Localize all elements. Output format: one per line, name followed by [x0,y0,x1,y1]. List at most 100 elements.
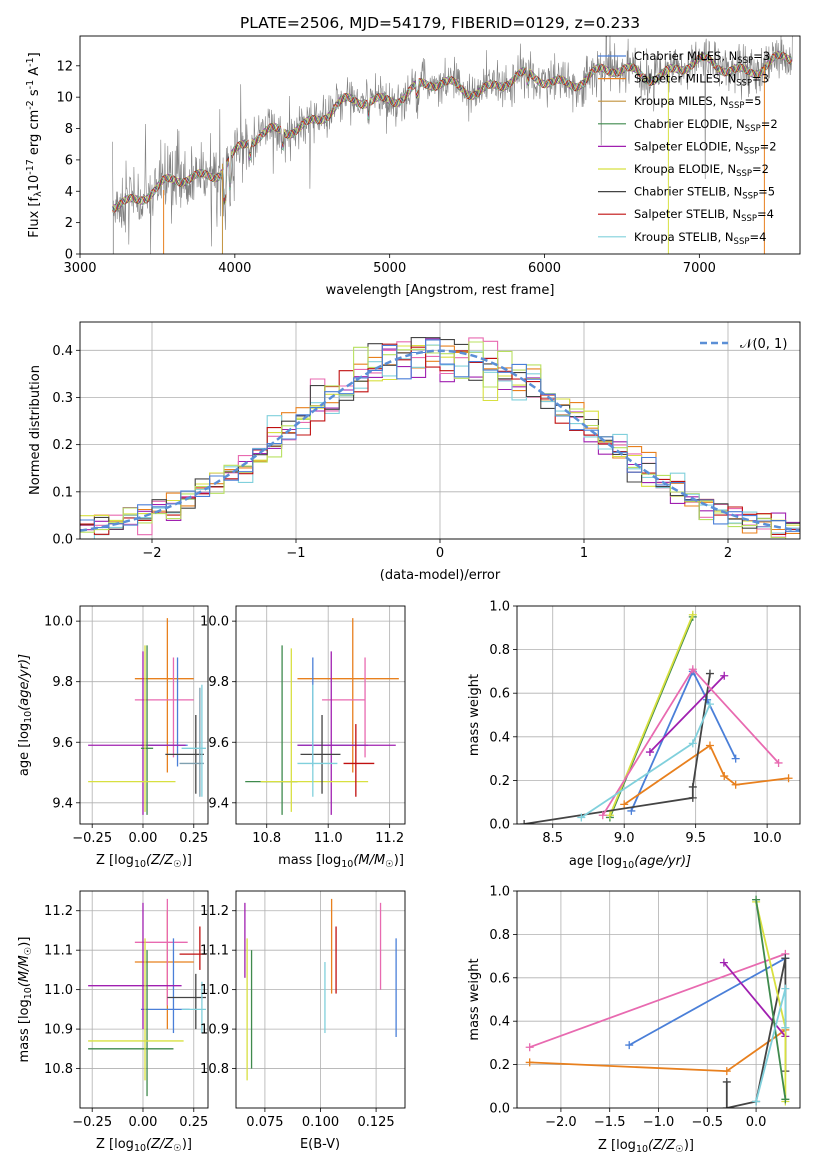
x-axis-label-part: (Z/Z [648,1138,676,1153]
legend-nssp: =4 [757,207,774,221]
y-axis-label-part: s [27,89,42,100]
y-tick-label: 8 [65,122,73,137]
y-tick-label: 0.6 [489,971,510,986]
plus-marker [731,754,740,763]
y-tick-label: 0.0 [489,818,510,833]
y-axis-label-part: )] [17,937,32,947]
x-axis-label-part: 10 [134,859,146,870]
plus-marker [620,800,629,809]
mass-weight-series [623,744,789,806]
y-tick-label: 2 [65,216,73,231]
plus-marker [525,1043,534,1052]
plus-marker [688,782,697,791]
axes-frame [79,890,209,1109]
y-axis-label-part: A [27,67,42,80]
legend-sub: SSP [737,56,753,66]
x-axis-label-part: 10 [622,860,634,871]
y-axis-label-part: ] [27,52,42,57]
plus-marker [722,1077,731,1086]
model-fit-salpeter-stelib [112,51,792,213]
legend-name: Salpeter ELODIE, N [634,139,744,153]
mass-weight-series [755,899,787,1100]
plus-marker [752,895,761,904]
plus-marker [752,1097,761,1106]
x-axis-label-part: ☉ [675,1144,684,1155]
legend-nssp: =2 [752,162,769,176]
legend-label: Chabrier STELIB, NSSP=5 [634,185,775,202]
x-tick-label: 5000 [373,261,406,276]
y-axis-label-part: 10 [23,987,34,999]
x-axis-label: E(B-V) [300,1137,340,1152]
mass-weight-series [628,957,786,1046]
x-tick-label: 11.2 [375,831,404,846]
legend-label: Kroupa ELODIE, NSSP=2 [634,162,769,179]
plus-marker [781,954,790,963]
x-axis-label-part: (Z/Z [146,853,174,868]
plot-area [245,618,399,815]
y-tick-label: 11.1 [200,944,229,959]
legend-sub: SSP [742,192,758,202]
plus-marker [525,1058,534,1067]
legend-sub: SSP [736,79,752,89]
x-axis-label: mass [log10(M/M☉)] [278,853,404,870]
x-axis-label: Z [log10(Z/Z☉)] [598,1138,694,1155]
legend-name: Salpeter MILES, N [634,72,736,86]
y-axis-label: Flux [fλ10-17 erg cm-2 s-1 A-1] [25,52,44,237]
y-axis-label: mass weight [467,958,482,1040]
legend-nssp: =2 [761,117,778,131]
legend-nssp: =2 [760,139,777,153]
y-axis-label-part: Flux [f [27,196,42,237]
plus-marker [598,811,607,820]
y-tick-label: 10.0 [44,615,73,630]
x-tick-label: 0.25 [179,831,208,846]
y-tick-label: 0.6 [489,687,510,702]
x-tick-label: 9.0 [614,831,635,846]
x-axis-label-part: Z [log [96,853,134,868]
x-tick-label: −0.25 [72,1115,112,1130]
y-tick-label: 0.2 [52,438,73,453]
model-fit-kroupa-elodie [112,51,792,211]
x-axis-label-part: 10 [341,859,353,870]
axes-frame [79,321,801,540]
plus-marker [705,669,714,678]
axes-frame [516,890,801,1109]
plus-marker [719,958,728,967]
x-tick-label: −1 [286,546,305,561]
x-axis-label-part: Z [log [598,1138,636,1153]
y-tick-label: 6 [65,153,73,168]
x-axis-label-part: )] [394,853,404,868]
y-tick-label: 0.0 [52,533,73,548]
y-tick-label: 11.0 [44,983,73,998]
legend-nssp: =5 [758,185,775,199]
x-tick-label: 0.25 [179,1115,208,1130]
x-tick-label: 10.8 [252,831,281,846]
y-tick-label: 11.2 [200,904,229,919]
x-tick-label: 11.0 [314,831,343,846]
y-axis-label-part: -17 [25,159,36,175]
y-tick-label: 1.0 [489,885,510,900]
mass-weight-series [529,953,786,1049]
age-vs-metallicity-panel: −0.25 0.00 0.259.49.69.810.0Z [log10(Z/Z☉)… [17,605,209,870]
legend-sub: SSP [744,146,760,156]
legend-nssp: =3 [752,72,769,86]
residual-histogram-panel: −2 −1 0 1 2 0.0 0.1 0.2 0.3 0.4 𝒩(0, 1) (data-model… [28,321,801,583]
legend-name: Kroupa ELODIE, N [634,162,736,176]
y-axis-label: mass weight [467,674,482,756]
axes-frame [235,890,406,1109]
y-tick-label: 10.9 [200,1023,229,1038]
plus-marker [722,1067,731,1076]
y-axis-label-part: mass [log [17,999,32,1062]
histogram-series [80,343,800,535]
x-tick-label: −2 [142,546,161,561]
y-tick-label: 0.4 [489,1015,510,1030]
legend-label: Salpeter ELODIE, NSSP=2 [634,139,777,156]
x-tick-label: 0.0 [746,1115,767,1130]
y-tick-label: 9.8 [208,675,229,690]
legend-label: 𝒩(0, 1) [740,337,787,352]
x-tick-label: 0.00 [129,831,158,846]
y-tick-label: 9.4 [52,796,73,811]
x-axis-label-part: (M/M [353,853,385,868]
legend-label: Kroupa STELIB, NSSP=4 [634,230,766,247]
